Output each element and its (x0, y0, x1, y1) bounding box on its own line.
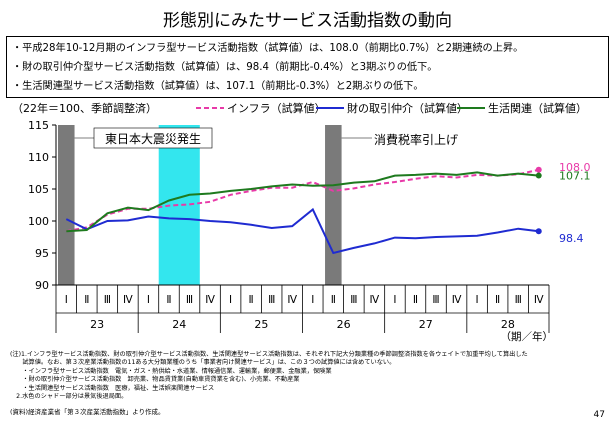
note-line: 試算値。なお、第３次産業活動指数の11ある大分類業種のうち「事業者向け関連サービ… (10, 359, 396, 367)
y-tick-label: 115 (28, 119, 49, 132)
series-endpoint (535, 172, 542, 179)
x-tick-label: Ⅳ (370, 294, 380, 306)
legend-label: インフラ（試算値） (227, 101, 326, 115)
series-line (66, 171, 539, 233)
year-label: 26 (337, 318, 351, 331)
x-tick-label: Ⅳ (205, 294, 215, 306)
event-annotation: 東日本大震災発生 (105, 132, 201, 146)
summary-bullet-infra: ・平成28年10-12月期のインフラ型サービス活動指数（試算値）は、108.0（… (12, 43, 524, 54)
note-line: 2.水色のシャドー部分は景気後退局面。 (10, 393, 128, 401)
unit-label: （22年＝100、季節調整済） (12, 101, 157, 115)
event-band (58, 125, 75, 285)
note-line: ・財の取引仲介型サービス活動指数 卸売業、物品賃貸業(自動車賃貸業を含む)、小売… (10, 376, 300, 384)
x-axis-label: （期／年） (501, 330, 554, 343)
x-tick-label: Ⅲ (350, 294, 357, 306)
y-tick-label: 110 (28, 151, 49, 164)
x-tick-label: Ⅲ (515, 294, 522, 306)
x-tick-label: Ⅰ (147, 294, 150, 306)
x-tick-label: Ⅳ (452, 294, 462, 306)
summary-bullet-life: ・生活関連型サービス活動指数（試算値）は、107.1（前期比-0.3%）と2期ぶ… (12, 81, 424, 92)
legend-label: 財の取引仲介（試算値） (347, 101, 468, 115)
x-tick-label: Ⅱ (84, 294, 89, 306)
series-endpoint (535, 228, 542, 235)
summary-bullet-goods: ・財の取引仲介型サービス活動指数（試算値）は、98.4（前期比-0.4%）と3期… (12, 62, 438, 73)
year-label: 23 (90, 318, 104, 331)
x-tick-label: Ⅲ (186, 294, 193, 306)
x-tick-label: Ⅰ (65, 294, 68, 306)
legend-label: 生活関連（試算値） (488, 101, 587, 115)
recession-band (158, 125, 200, 285)
series-endpoint (535, 166, 542, 173)
year-label: 27 (419, 318, 433, 331)
x-tick-label: Ⅱ (331, 294, 336, 306)
year-label: 25 (254, 318, 268, 331)
source-note: (資料)経済産業省「第３次産業活動指数」より作成。 (10, 408, 165, 416)
x-tick-label: Ⅱ (249, 294, 254, 306)
notes: (注)1.インフラ型サービス活動指数、財の取引仲介型サービス活動指数、生活関連型… (10, 351, 605, 401)
page-number: 47 (593, 410, 605, 420)
event-annotation: 消費税率引上げ (374, 132, 458, 147)
x-tick-label: Ⅲ (268, 294, 275, 306)
x-tick-label: Ⅳ (534, 294, 544, 306)
x-tick-label: Ⅰ (476, 294, 479, 306)
end-value-label: 108.0 (559, 161, 591, 174)
y-tick-label: 105 (28, 183, 49, 196)
year-label: 24 (172, 318, 186, 331)
year-label: 28 (501, 318, 515, 331)
x-tick-label: Ⅱ (495, 294, 500, 306)
y-tick-label: 95 (35, 247, 49, 260)
x-tick-label: Ⅱ (413, 294, 418, 306)
x-tick-label: Ⅳ (287, 294, 297, 306)
summary-box: ・平成28年10-12月期のインフラ型サービス活動指数（試算値）は、108.0（… (6, 36, 609, 98)
series-line (66, 168, 539, 233)
end-value-label: 107.1 (559, 170, 591, 183)
page-title: 形態別にみたサービス活動指数の動向 (163, 11, 452, 31)
y-tick-label: 100 (28, 215, 49, 228)
series-line (65, 207, 539, 255)
x-tick-label: Ⅰ (311, 294, 314, 306)
note-line: (注)1.インフラ型サービス活動指数、財の取引仲介型サービス活動指数、生活関連型… (10, 351, 528, 358)
x-tick-label: Ⅲ (104, 294, 111, 306)
x-tick-label: Ⅰ (229, 294, 232, 306)
x-tick-label: Ⅲ (432, 294, 439, 306)
event-band (325, 125, 342, 285)
y-tick-label: 90 (35, 279, 49, 292)
end-value-label: 98.4 (559, 232, 584, 245)
x-tick-label: Ⅱ (166, 294, 171, 306)
x-tick-label: Ⅳ (123, 294, 133, 306)
note-line: ・インフラ型サービス活動指数 電気・ガス・熱供給・水道業、情報通信業、運輸業，郵… (10, 367, 332, 375)
note-line: ・生活関連型サービス活動指数 医療，福祉、生活娯楽関連サービス (10, 384, 215, 392)
x-tick-label: Ⅰ (393, 294, 396, 306)
